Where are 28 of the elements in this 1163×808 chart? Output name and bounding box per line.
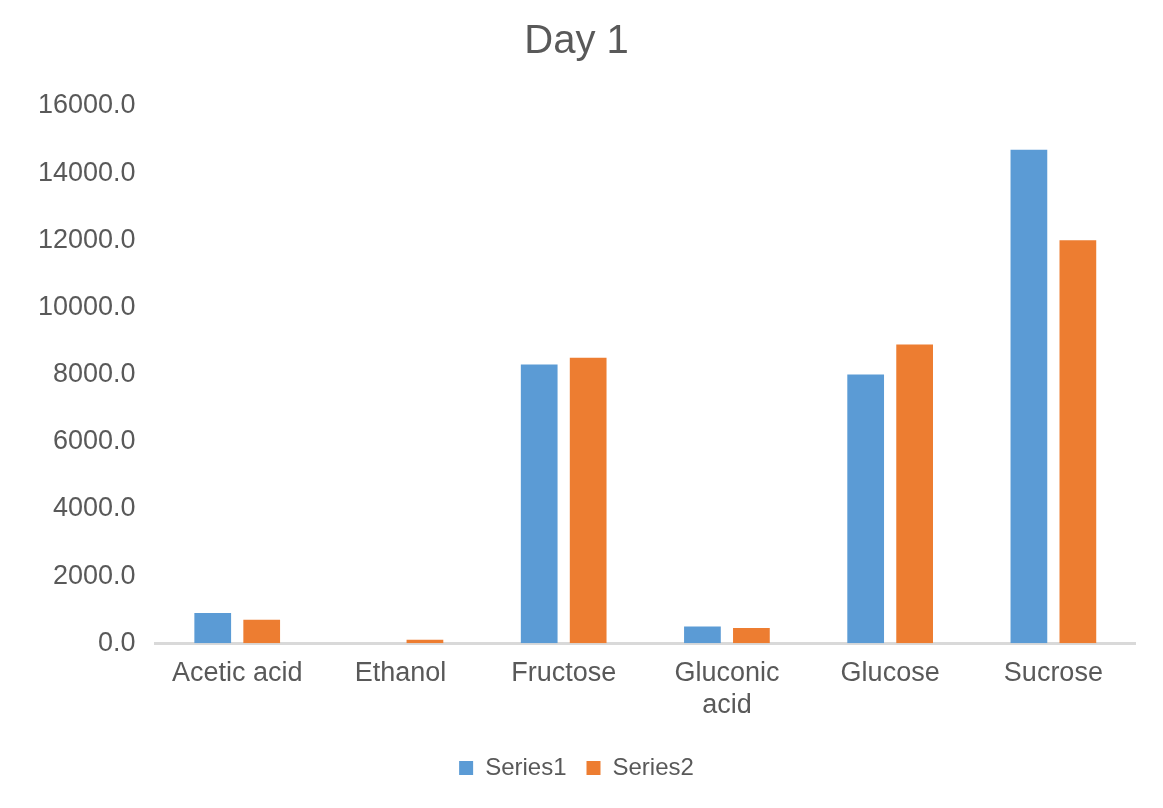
bar [1010,149,1048,644]
y-tick-label: 4000.0 [53,492,136,523]
bar [243,619,281,644]
x-tick-label: Sucrose [1003,656,1103,687]
bar [194,612,232,644]
x-tick-label: Ethanol [354,656,447,687]
bar [896,344,933,644]
bar [847,374,885,644]
bar [1059,240,1097,644]
y-tick-label: 8000.0 [53,358,136,389]
y-tick-label: 0.0 [98,626,136,657]
y-tick-label: 14000.0 [37,156,136,187]
bar [733,628,770,644]
legend-label: Series1 [485,752,567,780]
x-tick-label: Gluconic acid [674,656,780,720]
y-tick-label: 16000.0 [37,89,136,120]
x-tick-label: Fructose [511,656,617,687]
x-tick-label: Glucose [840,656,940,687]
x-tick-label: Acetic acid [171,656,303,687]
bar [684,626,721,644]
y-tick-label: 6000.0 [53,425,136,456]
y-tick-label: 10000.0 [37,290,136,321]
y-tick-label: 2000.0 [53,559,136,590]
bar [569,357,607,644]
y-tick-label: 12000.0 [37,223,136,254]
legend-label: Series2 [612,752,694,780]
chart-title: Day 1 [524,17,629,62]
bar [520,364,558,644]
